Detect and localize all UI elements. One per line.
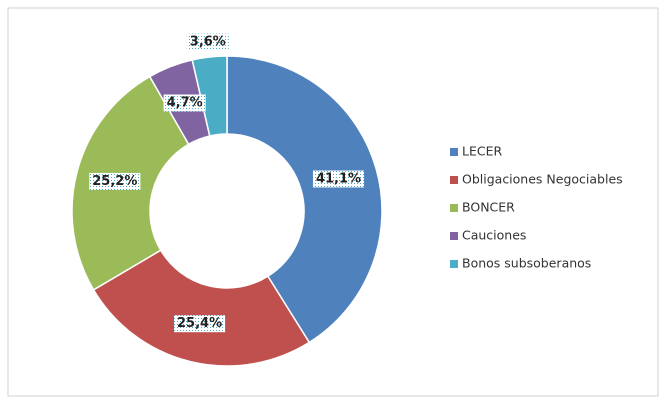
legend-swatch: [450, 260, 458, 268]
legend-label: Bonos subsoberanos: [462, 256, 591, 271]
legend-swatch: [450, 148, 458, 156]
value-label-box: [163, 94, 206, 112]
value-label: 41,1%: [316, 171, 361, 186]
value-label-box: [89, 172, 141, 190]
legend-swatch: [450, 204, 458, 212]
value-label: 3,6%: [190, 35, 226, 50]
legend-label: LECER: [462, 144, 502, 159]
legend-label: Obligaciones Negociables: [462, 172, 623, 187]
value-label-box: [174, 315, 226, 333]
donut-slice: [191, 55, 228, 137]
legend-swatch: [450, 176, 458, 184]
value-label-box: [186, 33, 229, 51]
value-label-box: [312, 170, 365, 188]
value-label: 4,7%: [167, 96, 203, 111]
legend-swatch: [450, 232, 458, 240]
donut-slice: [226, 55, 383, 344]
value-label: 25,4%: [177, 316, 222, 331]
donut-slice: [92, 249, 311, 367]
legend-label: Cauciones: [462, 228, 526, 243]
value-label: 25,2%: [92, 174, 137, 189]
legend-label: BONCER: [462, 200, 515, 215]
